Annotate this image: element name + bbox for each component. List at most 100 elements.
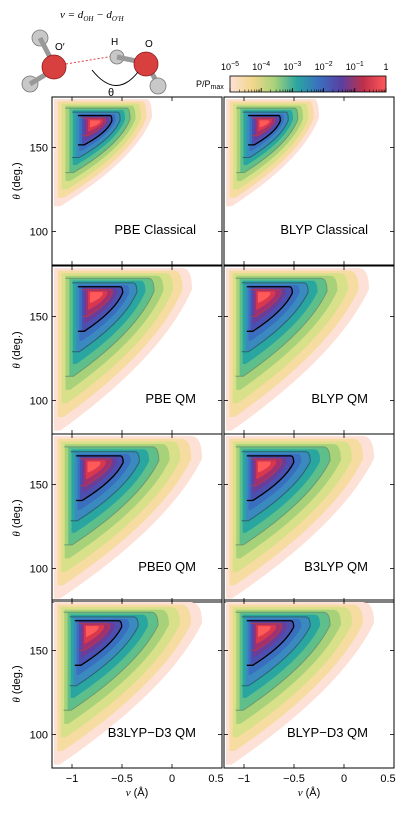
density-map bbox=[226, 268, 369, 431]
density-layer bbox=[87, 461, 101, 473]
panel-title: BLYP Classical bbox=[280, 222, 368, 237]
contour-line bbox=[251, 117, 275, 137]
h-label: H bbox=[111, 37, 118, 48]
chart-panel: −1 −0.5 0 0.5 ν (Å) BLYP−D3 QM bbox=[223, 599, 396, 799]
molecule-diagram: ν = dOH − dO′H O′ H O θ bbox=[21, 9, 167, 99]
colorbar-tick-label: 10−4 bbox=[252, 61, 270, 72]
y-tick-label: 100 bbox=[30, 729, 48, 741]
oxygen-atom bbox=[133, 51, 159, 77]
colorbar-bar bbox=[229, 75, 387, 93]
colorbar-tick-label: 10−1 bbox=[346, 61, 364, 72]
density-layer bbox=[257, 292, 271, 303]
colorbar-tick-label: 1 bbox=[383, 62, 388, 72]
panel-title: BLYP−D3 QM bbox=[287, 725, 368, 740]
panel-title: BLYP QM bbox=[311, 391, 368, 406]
contour-line bbox=[246, 455, 295, 502]
chart-panel: 100 150 θ (deg.) PBE0 QM bbox=[11, 433, 223, 603]
y-tick-label: 100 bbox=[30, 563, 48, 575]
chart-panel: 100 150 θ (deg.) PBE Classical bbox=[11, 96, 223, 266]
hydrogen-bond bbox=[65, 55, 115, 65]
density-map bbox=[54, 99, 152, 207]
chart-panel: 100 150 θ (deg.) PBE QM bbox=[11, 265, 223, 435]
x-tick-label: −0.5 bbox=[283, 773, 305, 785]
panel-title: PBE0 QM bbox=[138, 559, 196, 574]
colorbar: 10−5 10−4 10−3 10−2 10−1 1 P/Pmax bbox=[196, 61, 389, 93]
y-axis-label: θ (deg.) bbox=[11, 162, 23, 199]
contour-line bbox=[78, 623, 111, 651]
density-layer bbox=[85, 626, 99, 637]
y-tick-label: 150 bbox=[30, 645, 48, 657]
colorbar-ticks: 10−5 10−4 10−3 10−2 10−1 1 bbox=[221, 61, 389, 92]
equation: ν = dOH − dO′H bbox=[60, 9, 124, 23]
contour-line bbox=[77, 286, 124, 332]
colorbar-tick-label: 10−2 bbox=[315, 61, 333, 72]
angle-arc bbox=[91, 69, 139, 86]
density-map bbox=[226, 602, 374, 765]
o-label: O bbox=[145, 39, 153, 50]
density-map bbox=[226, 99, 319, 207]
axes-frame bbox=[223, 96, 395, 266]
contour-line bbox=[235, 277, 328, 377]
x-tick-label: −1 bbox=[238, 773, 251, 785]
contour-line bbox=[235, 611, 331, 711]
y-tick-label: 150 bbox=[30, 311, 48, 323]
panel-title: PBE QM bbox=[145, 391, 196, 406]
x-tick-label: −1 bbox=[66, 773, 79, 785]
hydrogen-atom bbox=[149, 77, 167, 95]
contour-line bbox=[250, 623, 283, 651]
contour-line bbox=[79, 458, 112, 487]
density-map bbox=[54, 602, 202, 765]
contour-line bbox=[65, 277, 155, 377]
contour-line bbox=[82, 117, 107, 137]
colorbar-title: P/Pmax bbox=[196, 79, 224, 91]
density-map bbox=[54, 268, 192, 431]
axes-frame bbox=[51, 96, 223, 266]
contour-line bbox=[64, 446, 160, 546]
x-axis-label: ν (Å) bbox=[126, 786, 149, 799]
y-tick-label: 100 bbox=[30, 226, 48, 238]
panel-title: B3LYP QM bbox=[304, 559, 368, 574]
x-tick-label: 0 bbox=[341, 773, 347, 785]
contour-line bbox=[250, 458, 283, 487]
x-tick-label: −0.5 bbox=[111, 773, 133, 785]
panel-title: B3LYP−D3 QM bbox=[108, 725, 196, 740]
contour-line bbox=[82, 289, 113, 317]
colorbar-tick-label: 10−5 bbox=[221, 61, 239, 72]
x-tick-label: 0.5 bbox=[380, 773, 395, 785]
contour-line bbox=[236, 107, 299, 174]
density-layer bbox=[257, 461, 271, 473]
contour-line bbox=[77, 114, 113, 146]
contour-line bbox=[241, 282, 309, 353]
contour-line bbox=[72, 282, 138, 353]
density-map bbox=[54, 436, 202, 599]
contour-line bbox=[248, 114, 281, 146]
theta-label: θ bbox=[108, 87, 114, 99]
contour-line bbox=[250, 289, 282, 317]
contour-line bbox=[246, 286, 294, 332]
chart-panel: B3LYP QM bbox=[223, 433, 395, 603]
density-layer bbox=[257, 626, 271, 637]
contour-line bbox=[72, 111, 121, 158]
o-prime-label: O′ bbox=[55, 42, 65, 53]
axes-frame bbox=[223, 599, 395, 769]
panels: 100 150 θ (deg.) PBE Classical BLYP Classica… bbox=[11, 96, 396, 799]
x-tick-label: 0 bbox=[169, 773, 175, 785]
contour-line bbox=[235, 446, 331, 546]
contour-line bbox=[74, 620, 123, 666]
colorbar-tick-label: 10−3 bbox=[283, 61, 301, 72]
contour-line bbox=[69, 616, 139, 687]
axes-frame bbox=[51, 599, 223, 769]
panel-title: PBE Classical bbox=[114, 222, 196, 237]
contour-line bbox=[241, 451, 311, 522]
y-axis-label: θ (deg.) bbox=[11, 665, 23, 702]
density-layer bbox=[89, 292, 103, 303]
oxygen-atom-prime bbox=[41, 54, 67, 80]
y-tick-label: 100 bbox=[30, 395, 48, 407]
density-layer bbox=[89, 120, 101, 128]
y-axis-label: θ (deg.) bbox=[11, 331, 23, 368]
contour-line bbox=[76, 455, 124, 502]
contour-line bbox=[63, 611, 159, 711]
contour-line bbox=[246, 620, 295, 666]
